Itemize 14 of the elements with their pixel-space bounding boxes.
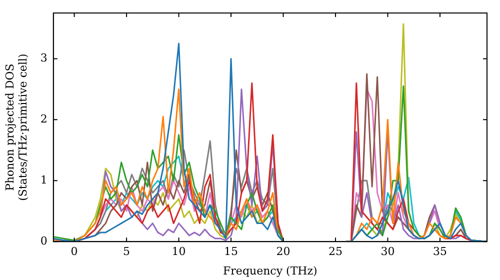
y-tick-label: 2 [40,112,48,126]
x-tick-label: 15 [224,245,238,258]
x-axis-title: Frequency (THz) [223,264,318,278]
x-tick-label: 10 [172,245,186,258]
y-tick-label: 1 [40,174,48,186]
x-tick-label: 30 [380,245,395,258]
y-axis-title: Phonon projected DOS (States/THz·primitive cell) [3,54,30,201]
y-tick-label: 3 [40,52,48,65]
x-tick-label: 35 [432,245,447,258]
x-tick-label: 20 [276,245,290,258]
y-tick-label: 0 [40,234,48,248]
x-tick-label: 0 [70,245,78,258]
x-tick-label: 25 [328,245,342,258]
x-tick-label: 5 [123,245,130,258]
